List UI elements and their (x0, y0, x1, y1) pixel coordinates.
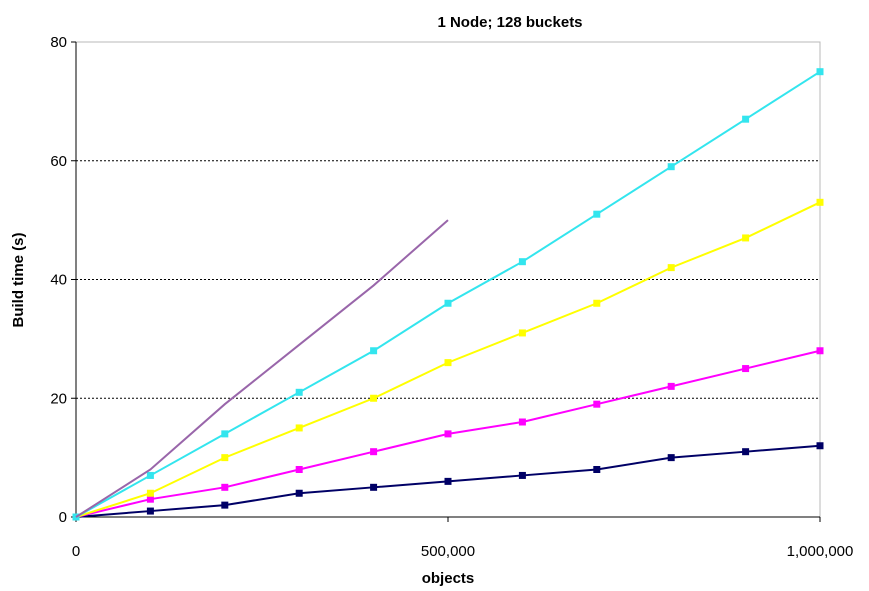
y-tick-label-2: 40 (50, 272, 67, 289)
series-1-point-3 (295, 466, 303, 473)
series-3-point-6 (518, 258, 526, 266)
y-axis-label: Build time (s) (10, 232, 27, 327)
series-3-point-9 (742, 115, 750, 123)
series-3-point-8 (667, 163, 675, 171)
series-2-point-7 (593, 299, 601, 307)
series-3-point-1 (146, 471, 154, 479)
series-1-point-1 (146, 495, 154, 503)
y-tick-label-0: 0 (59, 509, 67, 526)
series-2-point-2 (221, 454, 229, 462)
series-1-point-6 (518, 418, 526, 426)
series-3-point-3 (295, 388, 303, 396)
series-0-point-5 (444, 477, 452, 485)
series-0-point-7 (593, 466, 601, 473)
x-tick-label-2: 1,000,000 (787, 543, 854, 560)
y-tick-label-3: 60 (50, 153, 67, 170)
series-3-point-7 (593, 210, 601, 218)
series-0-point-6 (518, 471, 526, 479)
x-axis-label: objects (422, 570, 475, 587)
series-1-point-9 (742, 365, 750, 373)
grid-lines (76, 160, 820, 399)
series-0-point-1 (146, 507, 154, 515)
series-1-point-2 (221, 483, 229, 491)
series-3 (72, 68, 824, 521)
series-2-point-9 (742, 234, 750, 242)
y-tick-label-1: 20 (50, 390, 67, 407)
series-2-point-3 (295, 424, 303, 432)
series-4 (75, 219, 449, 518)
series-2-point-6 (518, 329, 526, 337)
series-3-point-10 (816, 68, 824, 76)
chart-title: 1 Node; 128 buckets (437, 14, 582, 31)
series-0-point-10 (816, 442, 824, 450)
series-1-point-10 (816, 347, 824, 355)
series-2 (72, 198, 824, 521)
x-tick-label-1: 500,000 (421, 543, 475, 560)
series-1-point-7 (593, 400, 601, 408)
series-1-point-4 (370, 448, 378, 456)
series-group (72, 68, 824, 521)
series-1-point-5 (444, 430, 452, 438)
series-0-point-9 (742, 448, 750, 456)
series-0-point-2 (221, 501, 229, 509)
series-2-point-10 (816, 198, 824, 206)
tick-labels: 0 20 40 60 80 0 500,000 1,000,000 (50, 34, 853, 560)
series-2-point-4 (370, 394, 378, 402)
series-0-point-8 (667, 454, 675, 462)
series-3-line (75, 70, 821, 518)
series-3-point-5 (444, 299, 452, 307)
series-1-point-8 (667, 382, 675, 390)
series-1 (72, 347, 824, 521)
axes (71, 41, 821, 522)
series-2-point-8 (667, 264, 675, 272)
series-0 (72, 442, 824, 521)
y-tick-label-4: 80 (50, 34, 67, 51)
series-3-point-4 (370, 347, 378, 355)
series-2-point-1 (146, 489, 154, 497)
x-tick-label-0: 0 (72, 543, 80, 560)
series-0-point-4 (370, 483, 378, 491)
series-3-point-2 (221, 430, 229, 438)
series-4-line (75, 219, 449, 518)
series-2-point-5 (444, 359, 452, 367)
series-0-point-3 (295, 489, 303, 497)
